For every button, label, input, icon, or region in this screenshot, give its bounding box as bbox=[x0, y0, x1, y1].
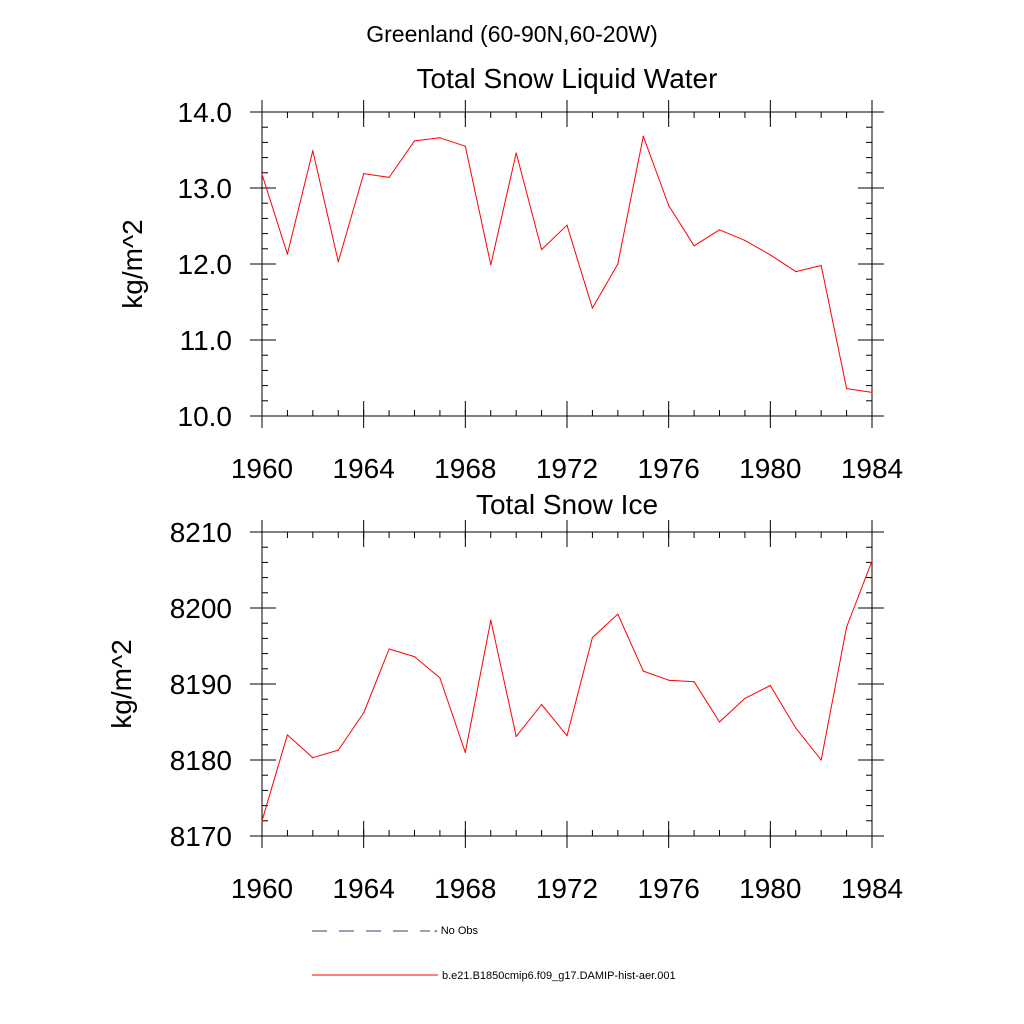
x-tick-label: 1984 bbox=[841, 453, 903, 484]
series-point bbox=[540, 703, 543, 706]
series-point bbox=[769, 684, 771, 687]
series-point bbox=[845, 626, 848, 628]
y-tick-label: 8190 bbox=[170, 669, 232, 700]
series-line bbox=[261, 560, 873, 821]
legend-label-no-obs: - No Obs bbox=[434, 925, 479, 937]
legend-label-model: b.e21.B1850cmip6.f09_g17.DAMIP-hist-aer.… bbox=[442, 970, 676, 982]
series-point bbox=[617, 613, 619, 615]
series-point bbox=[261, 173, 263, 175]
series-point bbox=[591, 307, 594, 309]
series-point bbox=[871, 391, 873, 394]
series-point bbox=[566, 224, 568, 226]
plot-area: 1960 1964 1968 1972 1976 1980 1984 10.0 11.0 12.0… bbox=[178, 97, 904, 484]
y-tick-label: 8180 bbox=[170, 745, 232, 776]
series-point bbox=[286, 734, 289, 736]
y-tick-label: 10.0 bbox=[178, 401, 233, 432]
x-tick-label: 1980 bbox=[739, 873, 801, 904]
series-point bbox=[795, 271, 797, 273]
y-tick-label: 8210 bbox=[170, 517, 232, 548]
series-point bbox=[363, 172, 365, 175]
series-point bbox=[668, 204, 670, 207]
x-tick-label: 1972 bbox=[536, 873, 598, 904]
y-tick-label: 8200 bbox=[170, 593, 232, 624]
series-point bbox=[668, 679, 670, 681]
x-tick-label: 1968 bbox=[434, 453, 496, 484]
plot-frame bbox=[261, 111, 873, 417]
x-tick-label: 1984 bbox=[841, 873, 903, 904]
series-point bbox=[515, 735, 517, 738]
x-tick-label: 1968 bbox=[434, 873, 496, 904]
series-point bbox=[490, 264, 492, 266]
x-tick-label: 1976 bbox=[638, 873, 700, 904]
y-tick-label: 11.0 bbox=[180, 325, 232, 356]
series-point bbox=[413, 140, 416, 142]
series-point bbox=[871, 560, 873, 562]
series-point bbox=[337, 749, 339, 751]
series-point bbox=[439, 677, 441, 679]
series-point bbox=[464, 751, 466, 754]
series-point bbox=[261, 820, 263, 822]
panel-title: Total Snow Ice bbox=[476, 489, 658, 520]
series-line bbox=[261, 135, 873, 393]
y-tick-label: 12.0 bbox=[178, 249, 233, 280]
panel-snow-liquid-water: Total Snow Liquid Water kg/m^2 1960 1964 1… bbox=[117, 63, 903, 484]
x-tick-label: 1980 bbox=[739, 453, 801, 484]
series-point bbox=[591, 637, 594, 639]
y-axis-label: kg/m^2 bbox=[117, 219, 148, 308]
panel-title: Total Snow Liquid Water bbox=[417, 63, 718, 94]
panel-snow-ice: Total Snow Ice kg/m^2 1960 1964 1968 1972 19… bbox=[106, 489, 903, 904]
plot-area: 1960 1964 1968 1972 1976 1980 1984 8170 8180 8190… bbox=[170, 517, 903, 904]
x-tick-label: 1976 bbox=[638, 453, 700, 484]
x-tick-label: 1972 bbox=[536, 453, 598, 484]
y-tick-label: 8170 bbox=[170, 821, 232, 852]
series-point bbox=[337, 261, 339, 263]
series-point bbox=[286, 253, 289, 255]
series-point bbox=[439, 137, 441, 139]
series-point bbox=[769, 254, 771, 256]
y-tick-label: 14.0 bbox=[178, 97, 233, 128]
series-point bbox=[312, 757, 314, 759]
series-point bbox=[540, 248, 543, 251]
series-point bbox=[363, 712, 365, 714]
series-point bbox=[744, 239, 746, 242]
series-point bbox=[413, 656, 416, 658]
series-point bbox=[464, 145, 466, 147]
series-point bbox=[845, 388, 848, 390]
x-tick-label: 1960 bbox=[231, 873, 293, 904]
series-point bbox=[388, 648, 390, 650]
series-point bbox=[820, 264, 822, 267]
y-tick-label: 13.0 bbox=[178, 173, 233, 204]
plot-frame bbox=[261, 531, 873, 837]
series-point bbox=[642, 670, 644, 672]
series-point bbox=[642, 135, 644, 137]
series-point bbox=[388, 176, 390, 178]
series-point bbox=[718, 229, 721, 231]
series-point bbox=[693, 245, 695, 247]
series-point bbox=[718, 721, 721, 723]
x-tick-label: 1964 bbox=[333, 453, 395, 484]
legend: - No Obs b.e21.B1850cmip6.f09_g17.DAMIP-… bbox=[312, 925, 676, 982]
series-point bbox=[490, 619, 492, 621]
y-axis-label: kg/m^2 bbox=[106, 639, 137, 728]
series-point bbox=[566, 735, 568, 737]
series-point bbox=[795, 727, 797, 729]
x-tick-label: 1960 bbox=[231, 453, 293, 484]
series-point bbox=[617, 263, 619, 265]
series-point bbox=[515, 152, 517, 154]
series-point bbox=[820, 759, 822, 761]
figure-suptitle: Greenland (60-90N,60-20W) bbox=[366, 21, 657, 47]
series-point bbox=[312, 150, 314, 152]
x-tick-label: 1964 bbox=[333, 873, 395, 904]
series-point bbox=[744, 697, 746, 700]
series-point bbox=[693, 681, 695, 683]
